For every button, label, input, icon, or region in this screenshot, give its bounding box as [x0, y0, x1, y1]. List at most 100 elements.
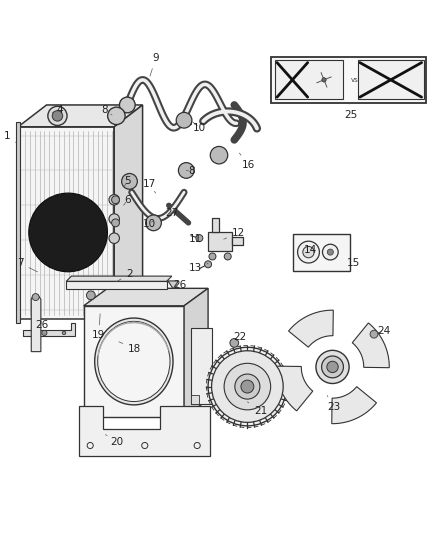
Polygon shape — [191, 395, 199, 404]
Polygon shape — [84, 288, 208, 306]
Circle shape — [178, 163, 194, 179]
Polygon shape — [66, 281, 166, 289]
Polygon shape — [208, 231, 232, 251]
Text: 16: 16 — [240, 153, 255, 170]
Bar — [272, 57, 426, 103]
Circle shape — [241, 380, 254, 393]
Text: 17: 17 — [142, 179, 156, 193]
Bar — [182, 167, 191, 174]
Polygon shape — [289, 310, 333, 347]
Text: 10: 10 — [143, 219, 155, 229]
Circle shape — [108, 107, 125, 125]
Bar — [214, 151, 225, 159]
Circle shape — [120, 97, 135, 113]
Polygon shape — [276, 366, 313, 411]
Circle shape — [327, 361, 338, 373]
Polygon shape — [79, 406, 210, 456]
Text: 5: 5 — [124, 176, 131, 187]
Circle shape — [62, 331, 66, 335]
Text: 15: 15 — [346, 258, 360, 268]
Polygon shape — [31, 295, 41, 352]
Polygon shape — [332, 386, 377, 424]
Circle shape — [235, 374, 260, 399]
Bar — [177, 117, 191, 124]
Circle shape — [230, 338, 239, 348]
Circle shape — [322, 244, 338, 260]
Circle shape — [210, 147, 228, 164]
Text: 2: 2 — [117, 269, 133, 281]
Bar — [358, 60, 424, 99]
Polygon shape — [22, 323, 75, 336]
Text: 8: 8 — [101, 105, 112, 115]
Polygon shape — [168, 281, 178, 289]
Text: 11: 11 — [188, 235, 201, 245]
Text: 10: 10 — [193, 122, 206, 133]
Circle shape — [208, 348, 287, 426]
Polygon shape — [184, 288, 208, 417]
Text: 25: 25 — [344, 103, 357, 119]
Text: 7: 7 — [17, 259, 38, 272]
Circle shape — [224, 364, 271, 410]
Text: 19: 19 — [92, 314, 106, 341]
Text: 12: 12 — [224, 228, 245, 239]
Text: 4: 4 — [52, 105, 63, 115]
Circle shape — [112, 219, 120, 227]
Polygon shape — [232, 237, 243, 245]
Text: 18: 18 — [119, 342, 141, 353]
Circle shape — [48, 106, 67, 125]
Circle shape — [109, 195, 120, 205]
Circle shape — [52, 111, 63, 121]
Circle shape — [109, 214, 120, 224]
Circle shape — [86, 291, 95, 300]
Circle shape — [322, 78, 326, 82]
Polygon shape — [18, 105, 143, 127]
Circle shape — [176, 112, 192, 128]
Circle shape — [316, 350, 349, 384]
Text: 20: 20 — [106, 434, 123, 448]
Circle shape — [327, 249, 333, 255]
Text: 14: 14 — [304, 245, 317, 255]
Polygon shape — [16, 123, 20, 323]
Circle shape — [370, 330, 378, 338]
Text: 8: 8 — [186, 166, 195, 176]
Polygon shape — [66, 276, 172, 281]
Polygon shape — [212, 219, 219, 231]
Circle shape — [112, 196, 120, 204]
Bar — [113, 112, 121, 119]
Text: 23: 23 — [327, 395, 340, 412]
Circle shape — [32, 294, 39, 301]
Polygon shape — [114, 105, 143, 319]
Circle shape — [321, 356, 343, 378]
Polygon shape — [84, 306, 184, 417]
Bar — [275, 60, 343, 99]
Polygon shape — [18, 127, 114, 319]
Circle shape — [196, 235, 203, 241]
Circle shape — [122, 174, 138, 189]
Polygon shape — [191, 328, 212, 404]
Text: 9: 9 — [150, 53, 159, 76]
Circle shape — [29, 193, 107, 272]
Bar — [293, 234, 350, 271]
Circle shape — [146, 215, 161, 231]
Text: 26: 26 — [173, 280, 186, 290]
Text: 21: 21 — [247, 402, 267, 416]
Circle shape — [109, 233, 120, 244]
Text: 22: 22 — [233, 332, 246, 342]
Text: 13: 13 — [188, 263, 208, 273]
Text: 6: 6 — [124, 195, 131, 205]
Circle shape — [205, 261, 212, 268]
Circle shape — [224, 253, 231, 260]
Text: 1: 1 — [4, 131, 16, 142]
Text: 26: 26 — [35, 320, 49, 329]
Circle shape — [42, 330, 47, 335]
Ellipse shape — [98, 321, 170, 401]
Circle shape — [303, 246, 314, 258]
Text: 27: 27 — [166, 208, 179, 218]
Circle shape — [209, 253, 216, 260]
Polygon shape — [352, 323, 389, 368]
Ellipse shape — [95, 318, 173, 405]
Circle shape — [212, 351, 283, 422]
Text: 24: 24 — [378, 326, 391, 336]
Circle shape — [297, 241, 319, 263]
Text: vs: vs — [351, 77, 359, 83]
